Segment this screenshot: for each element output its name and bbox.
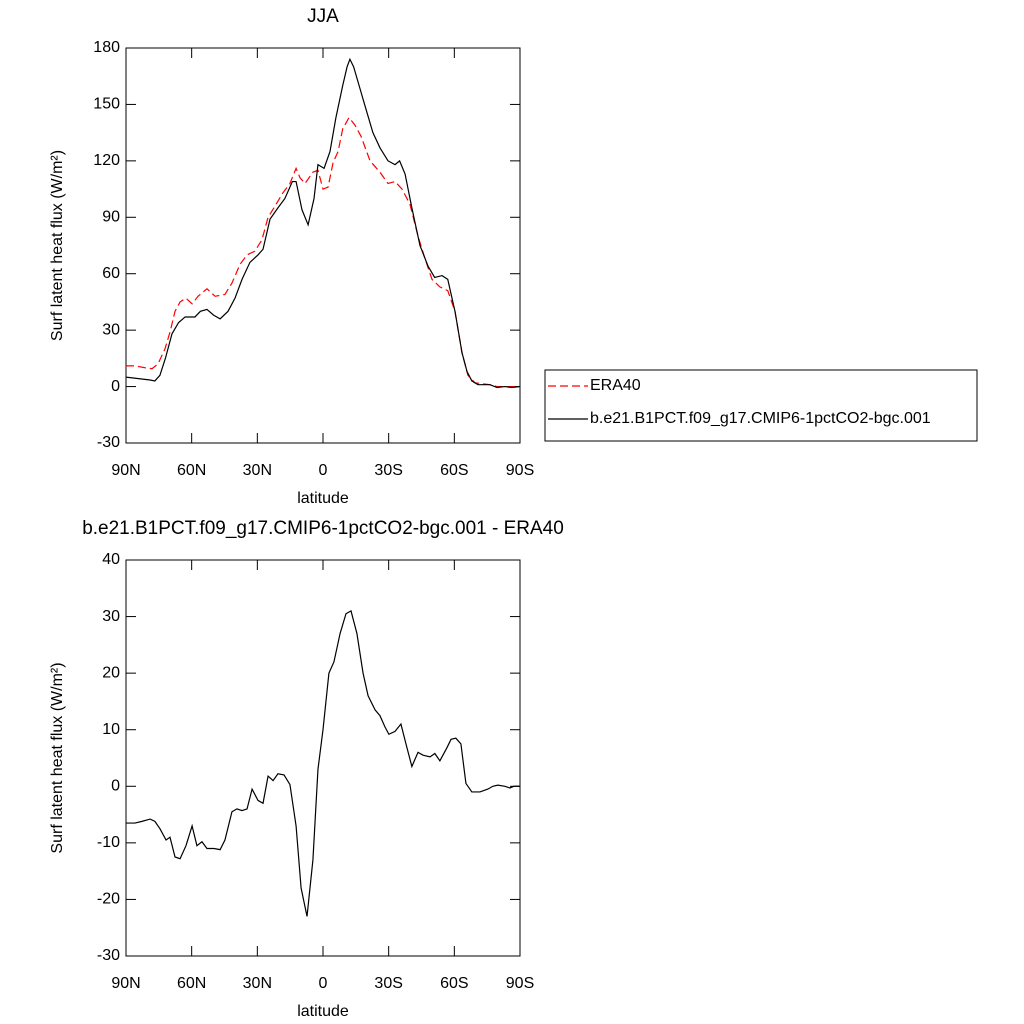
y-tick-label: -20 [97, 891, 120, 908]
y-tick-label: 150 [93, 96, 120, 113]
plot-frame [125, 559, 521, 957]
x-tick-label: 90N [111, 975, 140, 992]
y-tick-label: 20 [102, 664, 120, 681]
x-tick-label: 30N [243, 462, 272, 479]
legend-label: b.e21.B1PCT.f09_g17.CMIP6-1pctCO2-bgc.00… [590, 410, 931, 427]
legend-box [544, 369, 978, 442]
chart-title: b.e21.B1PCT.f09_g17.CMIP6-1pctCO2-bgc.00… [82, 518, 564, 539]
x-axis-label: latitude [297, 1003, 349, 1020]
x-tick-label: 30N [243, 975, 272, 992]
series-line [126, 116, 520, 388]
legend-label: ERA40 [590, 377, 641, 394]
plot-frame [125, 47, 521, 444]
x-tick-label: 30S [374, 975, 402, 992]
y-tick-label: 30 [102, 608, 120, 625]
x-tick-label: 30S [374, 462, 402, 479]
x-tick-label: 0 [319, 462, 328, 479]
y-tick-label: -10 [97, 834, 120, 851]
y-tick-label: 180 [93, 39, 120, 56]
y-tick-label: 60 [102, 265, 120, 282]
y-tick-label: 120 [93, 152, 120, 169]
y-tick-label: 0 [111, 378, 120, 395]
y-tick-label: 40 [102, 551, 120, 568]
x-tick-label: 0 [319, 975, 328, 992]
x-tick-label: 60S [440, 975, 468, 992]
y-tick-label: 30 [102, 321, 120, 338]
series-line [125, 57, 521, 389]
y-axis-label: Surf latent heat flux (W/m²) [49, 150, 66, 341]
x-tick-label: 60N [177, 462, 206, 479]
y-tick-label: -30 [97, 434, 120, 451]
chart-title: JJA [307, 6, 339, 27]
y-tick-label: -30 [97, 947, 120, 964]
x-tick-label: 60S [440, 462, 468, 479]
y-tick-label: 10 [102, 721, 120, 738]
x-tick-label: 90S [506, 462, 534, 479]
y-tick-label: 0 [111, 778, 120, 795]
x-tick-label: 90S [506, 975, 534, 992]
x-tick-label: 60N [177, 975, 206, 992]
y-tick-label: 90 [102, 209, 120, 226]
series-line [126, 610, 520, 917]
x-tick-label: 90N [111, 462, 140, 479]
x-axis-label: latitude [297, 490, 349, 507]
y-axis-label: Surf latent heat flux (W/m²) [49, 662, 66, 853]
